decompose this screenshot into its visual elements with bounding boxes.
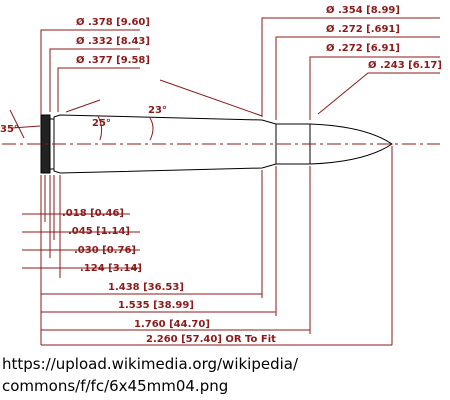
- extractor-angle-label: 35°: [0, 124, 19, 135]
- groove-offset-label: .030 [0.76]: [74, 245, 136, 256]
- body-angle-label: 25°: [92, 118, 111, 129]
- case-length-label: 1.760 [44.70]: [134, 319, 210, 330]
- base-length-label: .124 [3.14]: [80, 263, 142, 274]
- cartridge-drawing: Ø .378 [9.60] Ø .332 [8.43] Ø .377 [9.58…: [0, 4, 442, 346]
- base-diameter-label: Ø .377 [9.58]: [76, 54, 150, 66]
- angle-annotations: [9, 79, 263, 141]
- to-neck-label: 1.535 [38.99]: [118, 300, 194, 311]
- groove-width-label: .045 [1.14]: [68, 226, 130, 237]
- source-url-line-1: https://upload.wikimedia.org/wikipedia/: [2, 355, 299, 373]
- shoulder-angle-label: 23°: [148, 105, 167, 116]
- diameter-dimensions: [40, 17, 440, 120]
- groove-diameter-label: Ø .332 [8.43]: [76, 35, 150, 47]
- rim-thickness-label: .018 [0.46]: [62, 208, 124, 219]
- bullet-diameter-label: Ø .243 [6.17]: [368, 59, 442, 71]
- rim-diameter-label: Ø .378 [9.60]: [76, 16, 150, 28]
- neck-outer-diameter-label: Ø .272 [6.91]: [326, 42, 400, 54]
- source-url-line-2: commons/f/fc/6x45mm04.png: [2, 377, 229, 395]
- source-url-caption: https://upload.wikimedia.org/wikipedia/ …: [2, 353, 448, 397]
- overall-length-label: 2.260 [57.40] OR To Fit: [146, 334, 276, 345]
- shoulder-diameter-label: Ø .354 [8.99]: [326, 4, 400, 16]
- length-dimensions: [22, 146, 393, 346]
- cartridge-outline: [2, 114, 440, 174]
- to-shoulder-label: 1.438 [36.53]: [108, 282, 184, 293]
- neck-inner-diameter-label: Ø .272 [.691]: [326, 23, 400, 35]
